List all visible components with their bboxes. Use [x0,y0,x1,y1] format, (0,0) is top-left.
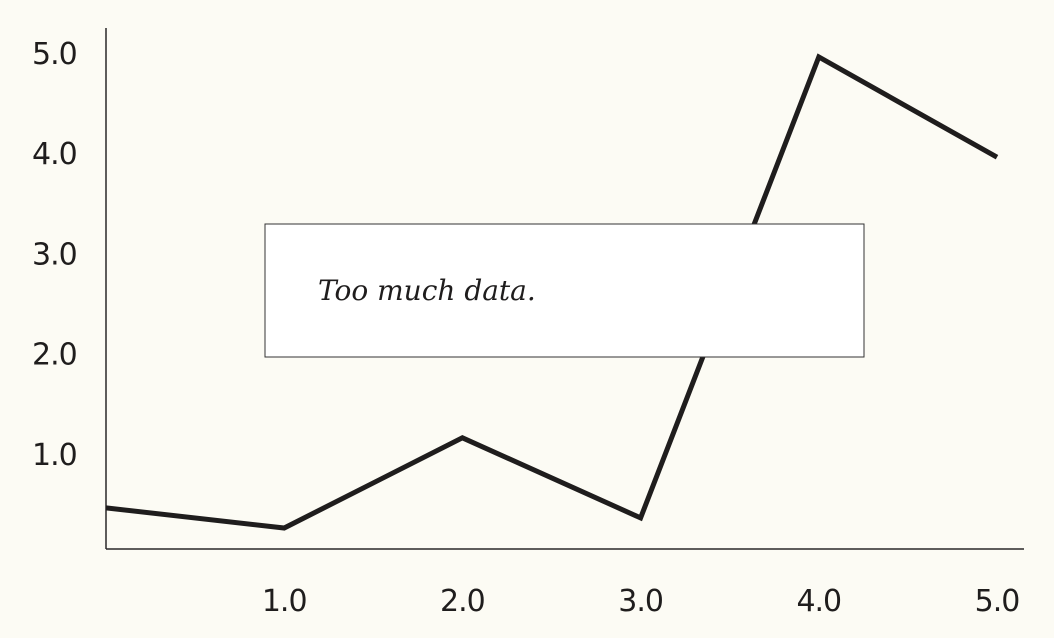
y-tick-label: 1.0 [32,438,77,473]
series-group [105,53,999,531]
annotation-text: Too much data. [318,274,536,307]
series-line [105,53,999,531]
y-tick-label: 5.0 [32,37,77,72]
y-tick-labels: 1.0 2.0 3.0 4.0 5.0 [32,37,78,473]
x-tick-label: 5.0 [975,584,1020,619]
axes [105,28,1024,550]
x-tick-labels: 1.0 2.0 3.0 4.0 5.0 [262,584,1021,619]
x-tick-label: 3.0 [618,584,663,619]
x-tick-label: 1.0 [262,584,307,619]
x-tick-label: 4.0 [796,584,841,619]
y-tick-label: 3.0 [32,237,77,272]
annotation: Too much data. [264,223,865,358]
y-tick-label: 4.0 [32,137,77,172]
y-tick-label: 2.0 [32,338,77,373]
x-tick-label: 2.0 [440,584,485,619]
annotation-box [264,223,865,358]
